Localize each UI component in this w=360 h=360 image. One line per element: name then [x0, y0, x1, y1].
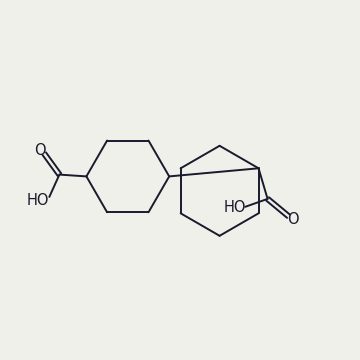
- Text: HO: HO: [27, 193, 49, 208]
- Text: O: O: [287, 212, 299, 226]
- Text: HO: HO: [223, 200, 246, 215]
- Text: O: O: [34, 143, 45, 158]
